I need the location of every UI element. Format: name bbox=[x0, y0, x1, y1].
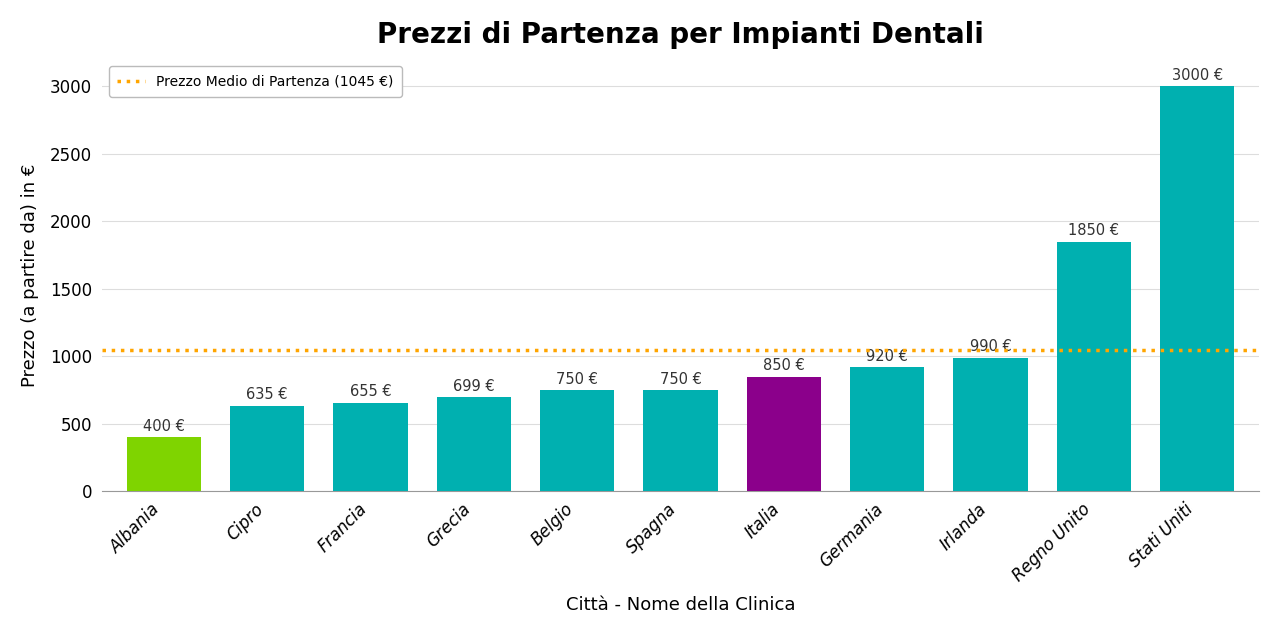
Text: 400 €: 400 € bbox=[143, 419, 184, 434]
Bar bbox=[954, 358, 1028, 491]
Text: 1850 €: 1850 € bbox=[1069, 224, 1119, 238]
Text: 990 €: 990 € bbox=[970, 339, 1011, 354]
Bar bbox=[1160, 86, 1234, 491]
Text: 3000 €: 3000 € bbox=[1171, 68, 1222, 83]
Bar bbox=[746, 377, 820, 491]
Text: 920 €: 920 € bbox=[867, 349, 908, 364]
X-axis label: Città - Nome della Clinica: Città - Nome della Clinica bbox=[566, 596, 795, 614]
Text: 750 €: 750 € bbox=[659, 371, 701, 387]
Y-axis label: Prezzo (a partire da) in €: Prezzo (a partire da) in € bbox=[20, 164, 38, 387]
Text: 750 €: 750 € bbox=[557, 371, 598, 387]
Bar bbox=[850, 367, 924, 491]
Bar bbox=[436, 397, 511, 491]
Title: Prezzi di Partenza per Impianti Dentali: Prezzi di Partenza per Impianti Dentali bbox=[378, 21, 984, 49]
Bar bbox=[127, 438, 201, 491]
Text: 635 €: 635 € bbox=[246, 387, 288, 402]
Bar bbox=[230, 406, 305, 491]
Text: 850 €: 850 € bbox=[763, 358, 805, 373]
Bar bbox=[540, 390, 614, 491]
Legend: Prezzo Medio di Partenza (1045 €): Prezzo Medio di Partenza (1045 €) bbox=[109, 67, 402, 97]
Bar bbox=[333, 403, 407, 491]
Bar bbox=[1056, 241, 1132, 491]
Bar bbox=[644, 390, 718, 491]
Text: 699 €: 699 € bbox=[453, 378, 494, 394]
Text: 655 €: 655 € bbox=[349, 384, 392, 399]
